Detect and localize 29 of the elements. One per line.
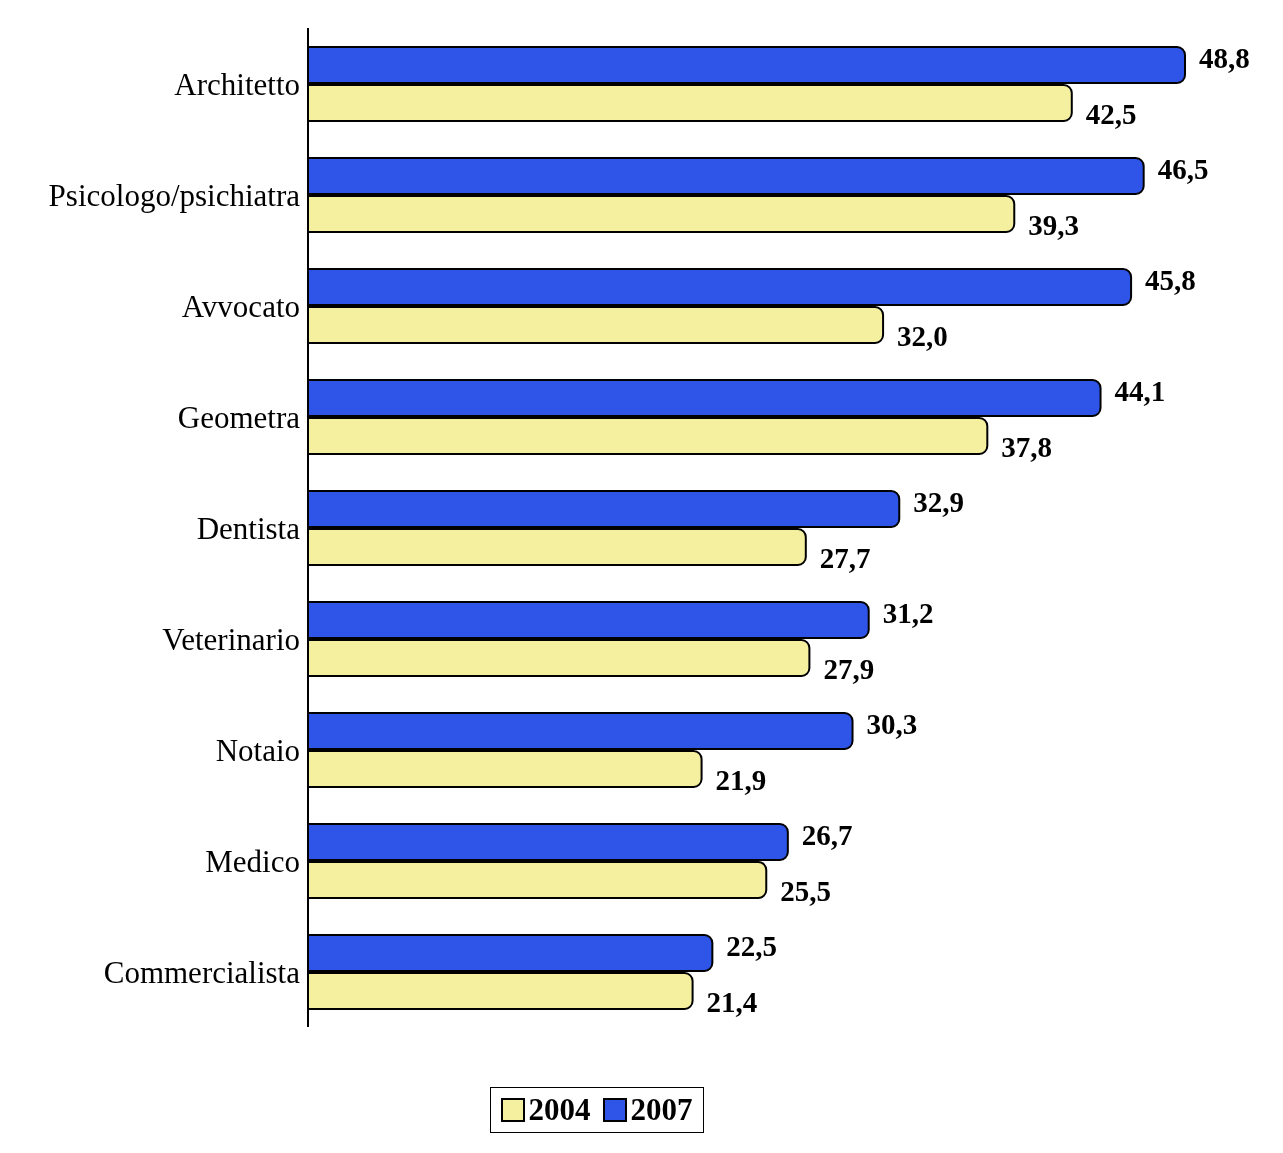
legend-label: 2004 (527, 1092, 591, 1128)
data-label: 44,1 (1114, 374, 1166, 407)
data-label: 30,3 (866, 707, 918, 740)
data-label: 46,5 (1157, 152, 1209, 185)
y-tick-label: Dentista (196, 510, 301, 546)
data-label: 21,4 (706, 985, 758, 1018)
y-tick-label: Medico (205, 843, 300, 879)
data-label: 25,5 (780, 874, 832, 907)
data-label: 27,9 (823, 652, 875, 685)
y-tick-label: Geometra (177, 399, 301, 435)
data-label: 32,9 (913, 485, 965, 518)
data-label: 45,8 (1145, 263, 1196, 296)
data-label: 42,5 (1085, 97, 1137, 130)
data-label: 37,8 (1001, 430, 1053, 463)
y-tick-label: Architetto (174, 66, 300, 102)
y-tick-label: Commercialista (103, 954, 301, 990)
y-tick-label: Avvocato (181, 288, 300, 324)
y-tick-label: Psicologo/psichiatra (48, 177, 301, 213)
legend-label: 2007 (629, 1092, 693, 1128)
y-tick-label: Veterinario (162, 621, 300, 657)
data-label: 39,3 (1028, 208, 1080, 241)
data-label: 31,2 (882, 596, 934, 629)
data-label: 27,7 (819, 541, 871, 574)
data-label: 26,7 (801, 818, 853, 851)
data-label: 48,8 (1199, 41, 1250, 74)
data-label: 32,0 (897, 319, 948, 352)
y-tick-label: Notaio (215, 732, 300, 768)
data-label: 21,9 (715, 763, 767, 796)
data-label: 22,5 (726, 929, 778, 962)
